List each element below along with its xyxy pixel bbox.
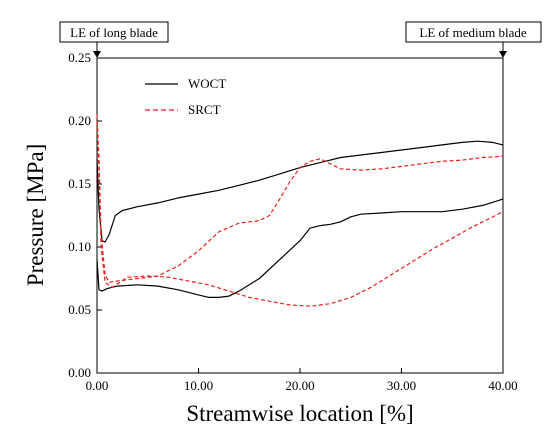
annotation-label: LE of medium blade xyxy=(419,25,526,40)
legend-label-woct: WOCT xyxy=(188,76,226,91)
series-line-woct-1 xyxy=(96,140,504,243)
y-tick-label: 0.05 xyxy=(68,302,91,317)
annotation-box xyxy=(59,21,169,43)
x-tick-label: 40.00 xyxy=(488,378,517,393)
x-axis-title: Streamwise location [%] xyxy=(186,401,413,426)
legend: WOCT SRCT xyxy=(145,76,226,117)
series-line-srct-2 xyxy=(96,120,504,307)
y-tick-label: 0.00 xyxy=(68,365,91,380)
x-tick-label: 20.00 xyxy=(285,378,314,393)
x-tick-label: 30.00 xyxy=(387,378,416,393)
x-axis: 0.00 10.00 20.00 30.00 40.00 xyxy=(86,368,518,393)
x-tick-label: 10.00 xyxy=(184,378,213,393)
y-tick-label: 0.25 xyxy=(68,50,91,65)
y-tick-label: 0.15 xyxy=(68,176,91,191)
arrow-down-icon xyxy=(499,51,507,58)
y-tick-label: 0.10 xyxy=(68,239,91,254)
legend-label-srct: SRCT xyxy=(188,102,221,117)
arrow-down-icon xyxy=(93,51,101,58)
y-axis: 0.00 0.05 0.10 0.15 0.20 0.25 xyxy=(68,50,102,380)
series-line-woct-2 xyxy=(96,198,504,298)
series-group xyxy=(96,114,504,307)
series-line-srct-1 xyxy=(96,114,504,283)
annotation-le-medium-blade: LE of medium blade xyxy=(405,21,542,58)
y-axis-title: Pressure [MPa] xyxy=(23,144,48,286)
plot-area xyxy=(96,57,504,374)
annotation-label: LE of long blade xyxy=(70,25,158,40)
x-tick-label: 0.00 xyxy=(86,378,109,393)
annotation-le-long-blade: LE of long blade xyxy=(59,21,169,58)
y-tick-label: 0.20 xyxy=(68,113,91,128)
annotation-box xyxy=(405,21,542,43)
